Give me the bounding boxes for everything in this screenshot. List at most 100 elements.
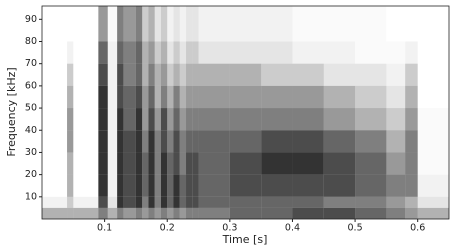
spectrogram-cell xyxy=(386,130,406,153)
x-tick-label: 0.6 xyxy=(410,223,425,234)
spectrogram-cell xyxy=(42,86,67,108)
spectrogram-cell xyxy=(117,63,124,86)
spectrogram-cell xyxy=(73,130,98,152)
x-tick-label: 0.4 xyxy=(285,223,300,234)
spectrogram-cell xyxy=(42,196,68,208)
spectrogram-cell xyxy=(323,41,356,64)
spectrogram-cell xyxy=(418,108,449,130)
spectrogram-cell xyxy=(173,6,180,42)
spectrogram-cell xyxy=(160,152,168,175)
spectrogram-cell xyxy=(261,63,293,86)
spectrogram-cell xyxy=(229,41,262,64)
spectrogram-cell xyxy=(418,86,449,108)
spectrogram-cell xyxy=(229,174,262,197)
spectrogram-cell xyxy=(73,108,98,130)
spectrogram-cell xyxy=(261,207,293,219)
spectrogram-cell xyxy=(198,41,230,64)
spectrogram-cell xyxy=(179,41,187,64)
spectrogram-cell xyxy=(107,108,118,131)
spectrogram-cell xyxy=(198,6,230,42)
spectrogram-cell xyxy=(179,6,187,42)
spectrogram-cell xyxy=(107,174,118,197)
x-tick-label: 0.3 xyxy=(222,223,237,234)
y-tick-label: 40 xyxy=(25,125,37,136)
spectrogram-cell xyxy=(186,152,193,175)
spectrogram-cell xyxy=(292,63,324,86)
spectrogram-cell xyxy=(160,85,168,109)
spectrogram-cell xyxy=(42,108,67,130)
spectrogram-cell xyxy=(67,6,73,42)
spectrogram-cell xyxy=(198,207,230,219)
spectrogram-cell xyxy=(154,108,161,131)
spectrogram-cell xyxy=(42,175,67,197)
spectrogram-cell xyxy=(405,174,418,197)
spectrogram-cell xyxy=(154,196,161,208)
spectrogram-cell xyxy=(154,207,161,219)
spectrogram-cell xyxy=(192,85,199,109)
spectrogram-cell xyxy=(323,152,356,175)
spectrogram-cell xyxy=(323,174,356,197)
spectrogram-cell xyxy=(98,207,108,219)
spectrogram-cell xyxy=(173,174,180,197)
spectrogram-cell xyxy=(117,196,124,208)
spectrogram-cell xyxy=(417,174,449,197)
spectrogram-cell xyxy=(179,130,187,153)
spectrogram-cell xyxy=(148,85,155,109)
spectrogram-cell xyxy=(167,85,174,109)
spectrogram-cell xyxy=(405,207,418,219)
spectrogram-cell xyxy=(405,63,418,86)
spectrogram-cell xyxy=(135,85,143,109)
spectrogram-cell xyxy=(123,108,136,131)
spectrogram-cell xyxy=(192,6,199,42)
spectrogram-cell xyxy=(405,108,418,131)
spectrogram-cell xyxy=(142,152,149,175)
spectrogram-cell xyxy=(179,85,187,109)
spectrogram-cell xyxy=(135,41,143,64)
spectrogram-cell xyxy=(192,41,199,64)
spectrogram-cell xyxy=(42,64,67,86)
spectrogram-cell xyxy=(405,130,418,153)
spectrogram-cell xyxy=(405,41,418,64)
spectrogram-cell xyxy=(261,108,293,131)
spectrogram-cell xyxy=(107,41,118,64)
y-axis-label: Frequency [kHz] xyxy=(5,67,18,156)
spectrogram-cell xyxy=(173,130,180,153)
spectrogram-cell xyxy=(167,108,174,131)
spectrogram-cell xyxy=(261,85,293,109)
spectrogram-cell xyxy=(173,108,180,131)
spectrogram-cell xyxy=(355,85,387,109)
spectrogram-cell xyxy=(67,174,74,197)
spectrogram-cell xyxy=(323,207,356,219)
spectrogram-cell xyxy=(117,207,124,219)
spectrogram-cell xyxy=(405,85,418,109)
spectrogram-cell xyxy=(192,108,199,131)
spectrogram-cell xyxy=(186,174,193,197)
spectrogram-cell xyxy=(160,174,168,197)
spectrogram-cell xyxy=(386,63,406,86)
y-tick-label: 80 xyxy=(25,36,37,47)
spectrogram-cell xyxy=(123,41,136,64)
spectrogram-cell xyxy=(142,85,149,109)
spectrogram-cell xyxy=(355,130,387,153)
spectrogram-cell xyxy=(98,108,108,131)
spectrogram-cell xyxy=(261,174,293,197)
spectrogram-cell xyxy=(148,196,155,208)
y-tick-label: 10 xyxy=(25,191,37,202)
y-tick-label: 60 xyxy=(25,80,37,91)
spectrogram-cell xyxy=(98,130,108,153)
spectrogram-cell xyxy=(142,41,149,64)
spectrogram-cell xyxy=(179,152,187,175)
spectrogram-cell xyxy=(179,63,187,86)
spectrogram-cell xyxy=(160,207,168,219)
spectrogram-cell xyxy=(123,207,136,219)
spectrogram-cell xyxy=(192,207,199,219)
spectrogram-cell xyxy=(42,152,67,174)
spectrogram-cell xyxy=(160,196,168,208)
spectrogram-cell xyxy=(98,41,108,64)
spectrogram-cell xyxy=(198,174,230,197)
spectrogram-cell xyxy=(160,41,168,64)
spectrogram-cell xyxy=(167,152,174,175)
spectrogram-cell xyxy=(186,6,193,42)
spectrogram-cell xyxy=(73,6,98,42)
spectrogram-cell xyxy=(73,207,99,219)
